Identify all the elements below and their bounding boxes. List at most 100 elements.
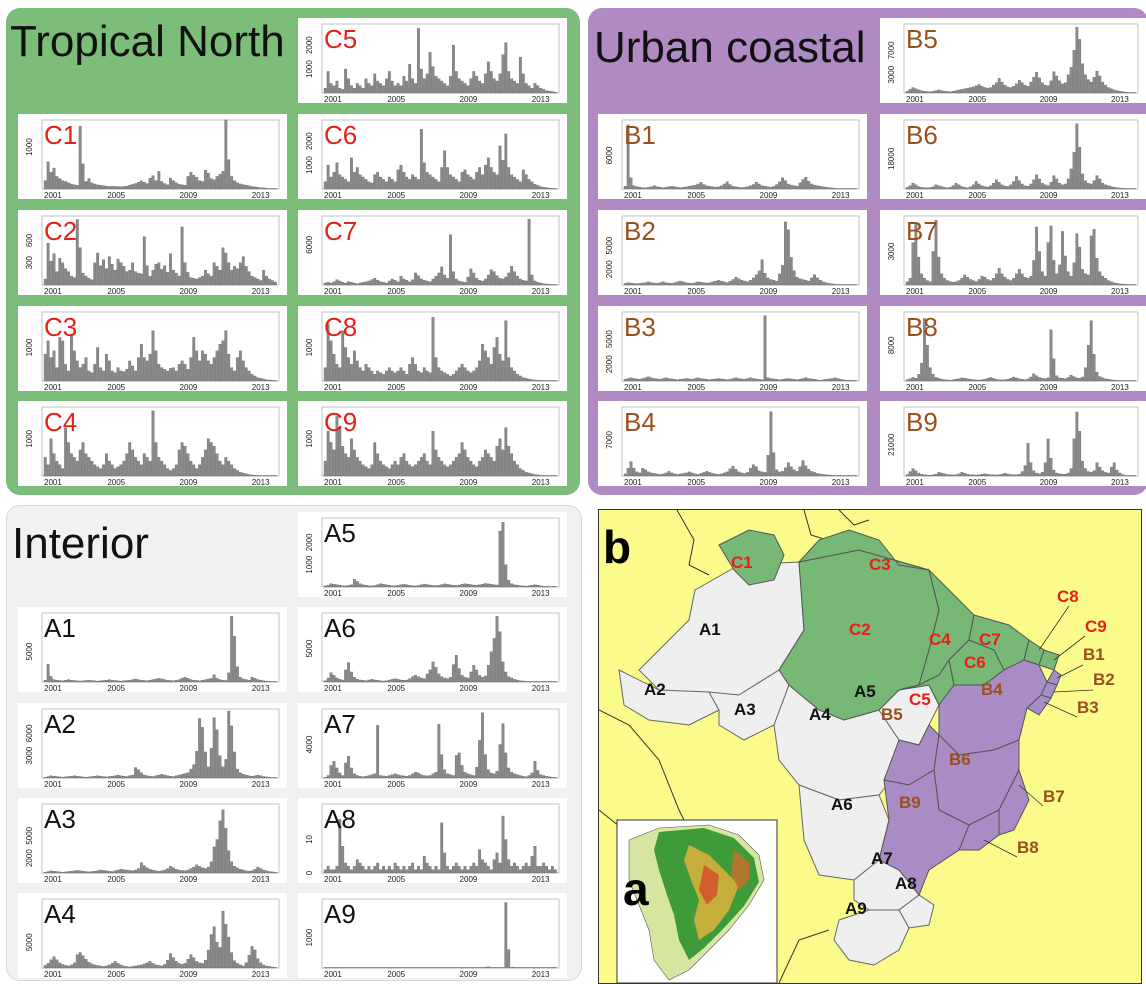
bar [848, 284, 851, 286]
bar [408, 585, 412, 588]
bar [1052, 71, 1056, 94]
bar [454, 655, 458, 683]
bar [460, 869, 464, 874]
bar [131, 966, 135, 969]
bar [224, 457, 228, 477]
bar [1046, 85, 1050, 94]
bar [652, 185, 656, 190]
bar [818, 380, 822, 382]
x-tick-label: 2001 [324, 875, 342, 883]
bar [1121, 474, 1125, 477]
bar [414, 272, 417, 286]
bar [1086, 471, 1090, 477]
bar [61, 680, 65, 683]
bar [247, 185, 251, 190]
bar [446, 584, 449, 588]
bar [373, 866, 377, 874]
bar [221, 247, 225, 286]
bar [963, 88, 967, 94]
bar [204, 868, 207, 874]
bar [775, 379, 779, 382]
bar [655, 186, 659, 190]
bar [498, 862, 502, 874]
x-tick-label: 2001 [324, 970, 342, 978]
bar [341, 775, 345, 779]
bar [1058, 377, 1061, 382]
bar [1026, 378, 1030, 382]
chart-label-a5: A5 [324, 518, 356, 548]
bar [238, 676, 242, 683]
bar [527, 967, 531, 969]
bar [1072, 50, 1076, 94]
bar [396, 370, 400, 382]
bar [489, 772, 493, 779]
bar [370, 279, 374, 286]
bar [253, 775, 257, 779]
bar [58, 776, 62, 779]
bar [510, 266, 514, 286]
bar [908, 471, 912, 477]
y-tick-label: 0 [305, 870, 314, 875]
bar [119, 869, 123, 874]
bar [1049, 457, 1053, 477]
bar [1012, 181, 1015, 190]
bar [414, 176, 417, 190]
bar [110, 680, 114, 683]
bar [405, 460, 409, 477]
bar [332, 354, 336, 382]
x-tick-label: 2005 [968, 383, 986, 391]
bar [460, 172, 464, 190]
bar [1098, 376, 1102, 382]
bar [443, 274, 447, 286]
bar [355, 83, 359, 94]
bar [1124, 188, 1128, 190]
bar [1098, 75, 1102, 94]
bar [166, 960, 169, 969]
x-tick-label: 2009 [1040, 478, 1058, 486]
bar [708, 282, 712, 286]
bar [1124, 380, 1128, 382]
bar [830, 378, 834, 382]
bar [250, 676, 254, 683]
bar [1058, 264, 1061, 286]
bar [204, 751, 207, 779]
bar [55, 959, 59, 969]
bar [690, 283, 694, 286]
bar [137, 965, 140, 969]
bar [119, 186, 123, 190]
bar [84, 181, 88, 190]
bar [784, 180, 787, 190]
x-tick-label: 2013 [832, 478, 850, 486]
bar [151, 269, 155, 286]
bar [379, 460, 382, 477]
bar [1130, 92, 1133, 94]
x-tick-label: 2009 [1040, 95, 1058, 103]
bar [192, 337, 196, 382]
bar [201, 963, 204, 969]
y-tick-label: 6000 [605, 146, 614, 164]
x-tick-label: 2001 [906, 191, 924, 199]
bar [247, 271, 251, 286]
bar [792, 185, 796, 190]
bar [542, 967, 546, 969]
bar [484, 449, 487, 477]
map-label-c5: C5 [909, 690, 931, 709]
bar [533, 681, 537, 683]
bar [644, 469, 648, 477]
y-tick-label: 5000 [25, 826, 34, 844]
bar [358, 862, 362, 874]
bar [969, 474, 972, 477]
bar [209, 364, 213, 382]
bar [405, 869, 409, 874]
bar [335, 279, 339, 286]
bar [428, 775, 432, 779]
bar [801, 460, 805, 477]
bar [650, 282, 653, 286]
bar [992, 474, 995, 477]
bar [1098, 178, 1102, 190]
bar [1107, 185, 1110, 190]
x-tick-label: 2009 [1040, 383, 1058, 391]
bar [253, 869, 257, 874]
map-label-a4: A4 [809, 705, 831, 724]
bar [1132, 475, 1136, 477]
